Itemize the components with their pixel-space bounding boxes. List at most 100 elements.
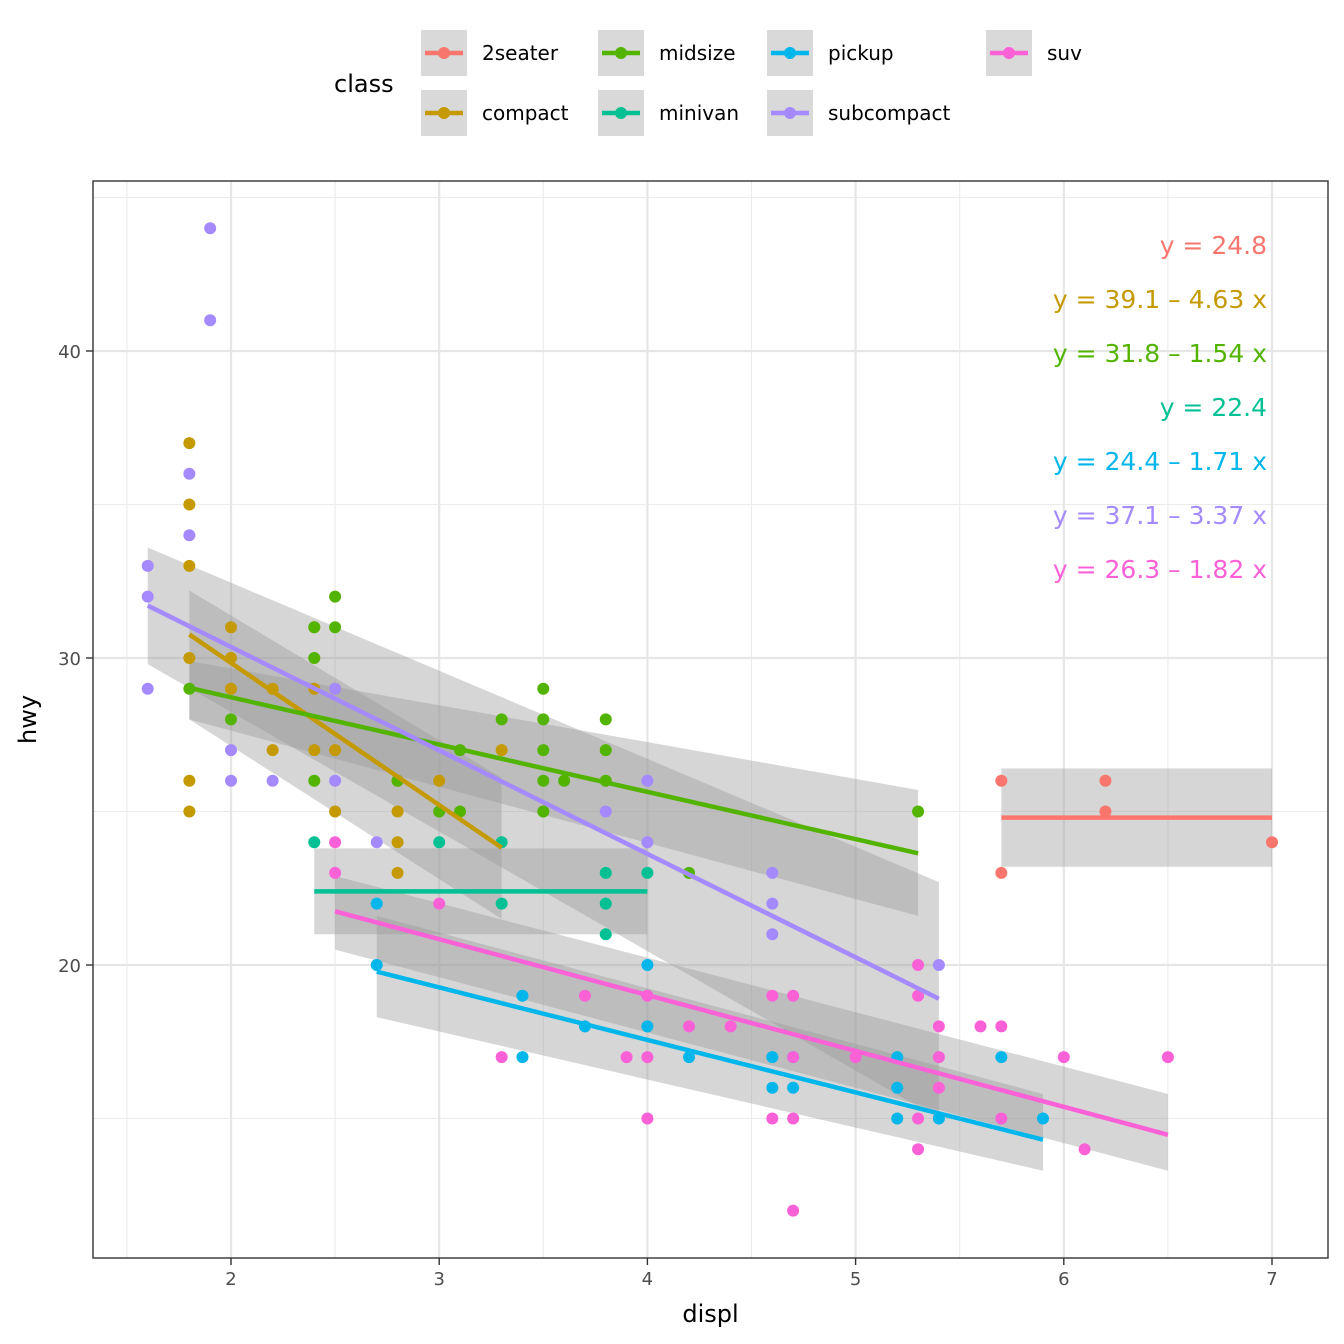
confidence-band-midsize bbox=[189, 661, 919, 916]
point-pickup bbox=[787, 1081, 800, 1094]
point-compact bbox=[225, 621, 237, 634]
fit-line-suv bbox=[334, 909, 1169, 1137]
point-subcompact bbox=[641, 836, 654, 849]
legend-label: pickup bbox=[828, 41, 894, 65]
x-tick-label: 5 bbox=[850, 1269, 861, 1290]
point-suv bbox=[329, 836, 342, 849]
point-midsize bbox=[329, 590, 342, 603]
equation-label-minivan: y = 22.4 bbox=[1160, 393, 1267, 422]
point-suv bbox=[932, 1051, 945, 1064]
point-subcompact bbox=[204, 222, 217, 235]
point-compact bbox=[391, 805, 404, 818]
point-midsize bbox=[308, 621, 321, 634]
point-suv bbox=[912, 989, 925, 1002]
point-pickup bbox=[641, 959, 654, 971]
point-2seater bbox=[1099, 805, 1112, 818]
legend-label: midsize bbox=[659, 41, 736, 65]
point-midsize bbox=[495, 713, 508, 726]
point-midsize bbox=[912, 805, 925, 818]
point-suv bbox=[578, 989, 591, 1002]
x-tick-label: 7 bbox=[1266, 1269, 1277, 1290]
point-suv bbox=[995, 1020, 1008, 1033]
point-suv bbox=[433, 897, 446, 910]
point-minivan bbox=[641, 866, 654, 879]
point-suv bbox=[724, 1020, 737, 1033]
fit-lines bbox=[146, 603, 1272, 1142]
point-midsize bbox=[329, 621, 342, 634]
legend-key-point bbox=[615, 107, 627, 119]
legend-key-point bbox=[1003, 47, 1015, 59]
point-compact bbox=[225, 682, 237, 695]
point-compact bbox=[308, 744, 321, 757]
legend: class 2seater compact midsize minivan pickup… bbox=[334, 30, 1082, 136]
legend-key-point bbox=[438, 107, 450, 119]
point-subcompact bbox=[370, 836, 383, 849]
equation-labels: y = 24.8 y = 39.1 – 4.63 x y = 31.8 – 1.54… bbox=[1053, 231, 1267, 584]
point-pickup bbox=[1036, 1112, 1049, 1125]
x-tick-label: 6 bbox=[1058, 1269, 1069, 1290]
point-suv bbox=[912, 1143, 925, 1156]
point-suv bbox=[683, 1020, 696, 1033]
point-compact bbox=[329, 805, 342, 818]
point-subcompact bbox=[932, 959, 945, 971]
legend-item-minivan: minivan bbox=[598, 90, 739, 136]
point-compact bbox=[329, 744, 342, 757]
equation-label-suv: y = 26.3 – 1.82 x bbox=[1053, 555, 1267, 584]
point-suv bbox=[932, 1020, 945, 1033]
point-subcompact bbox=[204, 314, 217, 327]
point-midsize bbox=[225, 713, 237, 726]
point-pickup bbox=[370, 959, 383, 971]
point-suv bbox=[932, 1081, 945, 1094]
point-compact bbox=[183, 437, 196, 450]
legend-label: compact bbox=[482, 101, 569, 125]
point-compact bbox=[266, 744, 279, 757]
point-compact bbox=[391, 836, 404, 849]
point-minivan bbox=[599, 897, 612, 910]
point-suv bbox=[912, 959, 925, 971]
point-suv bbox=[787, 1112, 800, 1125]
point-subcompact bbox=[141, 590, 154, 603]
equation-label-pickup: y = 24.4 – 1.71 x bbox=[1053, 447, 1267, 476]
point-minivan bbox=[599, 866, 612, 879]
legend-entries: 2seater compact midsize minivan pickup subcom… bbox=[421, 30, 1082, 136]
point-subcompact bbox=[183, 467, 196, 480]
point-subcompact bbox=[599, 805, 612, 818]
point-midsize bbox=[537, 682, 550, 695]
point-minivan bbox=[433, 836, 446, 849]
point-suv bbox=[787, 1204, 800, 1217]
point-subcompact bbox=[141, 559, 154, 572]
point-midsize bbox=[599, 744, 612, 757]
legend-item-pickup: pickup bbox=[767, 30, 894, 76]
point-compact bbox=[183, 498, 196, 511]
confidence-band-subcompact bbox=[147, 547, 939, 1119]
point-2seater bbox=[1099, 774, 1112, 787]
point-2seater bbox=[1266, 836, 1278, 849]
y-axis-title: hwy bbox=[14, 695, 42, 744]
point-pickup bbox=[683, 1051, 696, 1064]
point-pickup bbox=[995, 1051, 1008, 1064]
point-suv bbox=[974, 1020, 987, 1033]
point-suv bbox=[1161, 1051, 1174, 1064]
point-subcompact bbox=[183, 529, 196, 542]
point-suv bbox=[787, 1051, 800, 1064]
confidence-band-compact bbox=[189, 590, 502, 919]
point-compact bbox=[183, 805, 196, 818]
point-suv bbox=[995, 1112, 1008, 1125]
point-subcompact bbox=[641, 774, 654, 787]
legend-label: subcompact bbox=[828, 101, 950, 125]
legend-key-point bbox=[784, 47, 796, 59]
legend-label: minivan bbox=[659, 101, 739, 125]
equation-label-2seater: y = 24.8 bbox=[1160, 231, 1267, 260]
y-tick-label: 20 bbox=[58, 956, 81, 977]
point-midsize bbox=[558, 774, 571, 787]
point-compact bbox=[391, 866, 404, 879]
point-midsize bbox=[308, 774, 321, 787]
point-subcompact bbox=[766, 897, 779, 910]
equation-label-midsize: y = 31.8 – 1.54 x bbox=[1053, 339, 1267, 368]
point-compact bbox=[495, 744, 508, 757]
equation-label-subcompact: y = 37.1 – 3.37 x bbox=[1053, 501, 1267, 530]
fit-line-compact bbox=[188, 632, 503, 850]
point-subcompact bbox=[329, 774, 342, 787]
point-subcompact bbox=[225, 744, 237, 757]
